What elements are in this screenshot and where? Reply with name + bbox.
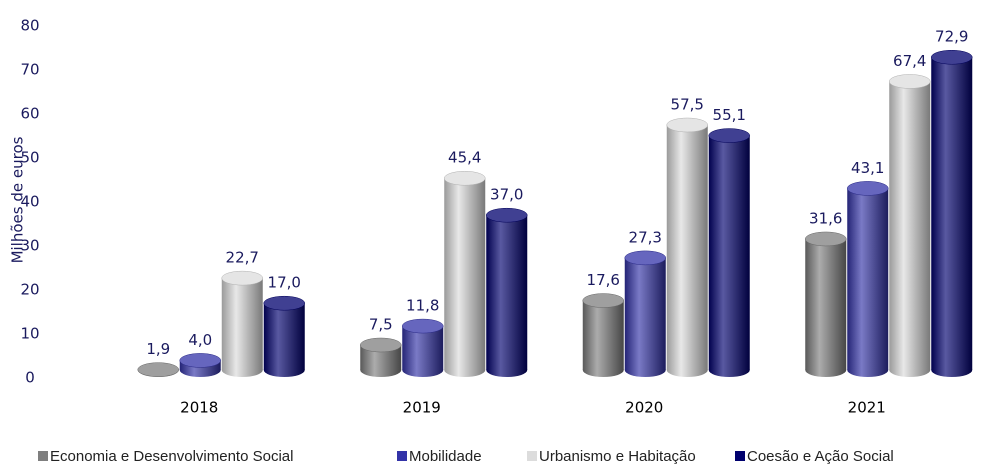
- x-tick-label: 2021: [848, 399, 886, 417]
- bar: [709, 136, 750, 370]
- value-label: 67,4: [893, 52, 926, 70]
- legend-label: Mobilidade: [409, 448, 482, 465]
- bar: [625, 258, 666, 370]
- y-tick-label: 30: [20, 237, 39, 255]
- bar: [931, 57, 972, 370]
- y-tick-label: 0: [25, 369, 35, 387]
- bar: [805, 239, 846, 370]
- bar: [667, 125, 708, 370]
- bar-top: [138, 363, 179, 377]
- value-label: 4,0: [188, 331, 212, 349]
- bar-top: [222, 271, 263, 285]
- y-tick-label: 10: [20, 325, 39, 343]
- bar: [583, 301, 624, 370]
- bar: [264, 303, 305, 370]
- y-tick-label: 70: [20, 61, 39, 79]
- legend-swatch: [735, 451, 745, 461]
- value-label: 55,1: [713, 106, 746, 124]
- y-tick-label: 50: [20, 149, 39, 167]
- value-label: 31,6: [809, 209, 842, 227]
- value-label: 37,0: [490, 186, 523, 204]
- value-label: 27,3: [629, 228, 662, 246]
- legend-label: Economia e Desenvolvimento Social: [50, 448, 293, 465]
- y-tick-label: 60: [20, 105, 39, 123]
- y-tick-label: 80: [20, 17, 39, 35]
- bar-top: [931, 50, 972, 64]
- bar-top: [444, 171, 485, 185]
- bar: [222, 278, 263, 370]
- bar: [847, 188, 888, 370]
- value-label: 45,4: [448, 149, 481, 167]
- bar-top: [402, 319, 443, 333]
- bar-top: [847, 181, 888, 195]
- bar-top: [805, 232, 846, 246]
- bar-top: [625, 251, 666, 265]
- value-label: 43,1: [851, 159, 884, 177]
- legend-label: Urbanismo e Habitação: [539, 448, 696, 465]
- value-label: 1,9: [146, 340, 170, 358]
- value-label: 7,5: [369, 316, 393, 334]
- value-label: 57,5: [671, 96, 704, 114]
- x-tick-label: 2019: [403, 399, 441, 417]
- value-label: 11,8: [406, 297, 439, 315]
- value-label: 72,9: [935, 28, 968, 46]
- bar-top: [583, 294, 624, 308]
- legend-swatch: [527, 451, 537, 461]
- value-label: 22,7: [226, 249, 259, 267]
- bar: [486, 215, 527, 370]
- bar: [444, 178, 485, 370]
- legend-label: Coesão e Ação Social: [747, 448, 894, 465]
- value-label: 17,0: [268, 274, 301, 292]
- bar-top: [709, 129, 750, 143]
- legend-swatch: [397, 451, 407, 461]
- y-tick-label: 20: [20, 281, 39, 299]
- x-tick-label: 2020: [625, 399, 663, 417]
- bar-top: [486, 208, 527, 222]
- bar: [889, 81, 930, 370]
- legend-swatch: [38, 451, 48, 461]
- bar-top: [360, 338, 401, 352]
- bar-top: [180, 353, 221, 367]
- bar-top: [889, 74, 930, 88]
- y-tick-label: 40: [20, 193, 39, 211]
- bar-top: [264, 296, 305, 310]
- x-tick-label: 2018: [180, 399, 218, 417]
- bar-top: [667, 118, 708, 132]
- value-label: 17,6: [587, 271, 620, 289]
